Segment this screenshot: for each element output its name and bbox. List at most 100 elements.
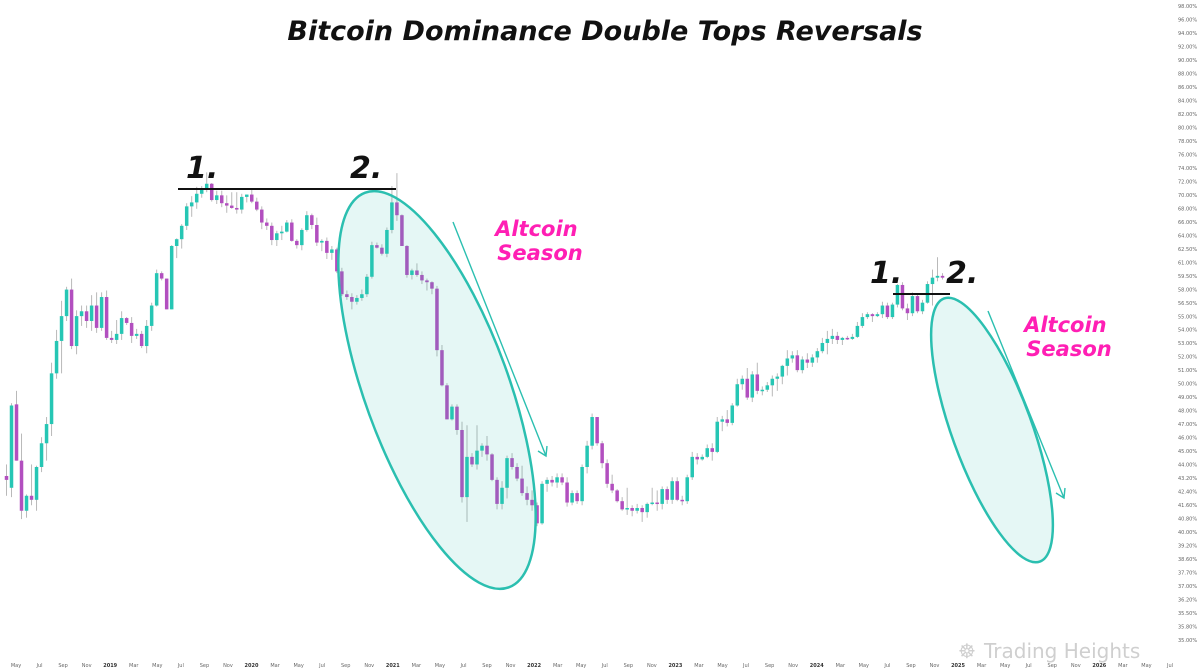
y-tick-label: 56.50% bbox=[1178, 301, 1197, 307]
candle-body bbox=[445, 385, 449, 420]
candle-body bbox=[480, 445, 484, 451]
candle-body bbox=[780, 365, 785, 377]
candle bbox=[560, 473, 564, 486]
candle bbox=[545, 477, 549, 492]
x-tick-label: 2026 bbox=[1092, 663, 1106, 669]
candle-body bbox=[455, 406, 459, 430]
candle bbox=[645, 502, 649, 518]
watermark-text: Trading Heights bbox=[983, 639, 1140, 663]
candle-body bbox=[645, 503, 649, 513]
candle-body bbox=[850, 336, 855, 339]
candle-body bbox=[665, 489, 669, 500]
y-tick-label: 66.00% bbox=[1178, 220, 1197, 226]
x-tick-label: Nov bbox=[647, 663, 657, 669]
candle-body bbox=[490, 454, 494, 480]
candle-body bbox=[139, 333, 144, 347]
candle bbox=[700, 454, 704, 461]
candle bbox=[340, 267, 344, 297]
y-tick-label: 40.00% bbox=[1178, 530, 1197, 536]
candle-body bbox=[725, 419, 730, 423]
candle bbox=[510, 453, 514, 470]
candle bbox=[910, 292, 915, 317]
candle-body bbox=[745, 378, 750, 398]
candle-body bbox=[405, 245, 409, 275]
candle-body bbox=[450, 406, 454, 420]
candle-body bbox=[370, 245, 374, 277]
candle bbox=[760, 386, 765, 396]
candle bbox=[255, 197, 259, 212]
candle-body bbox=[590, 417, 594, 446]
candle bbox=[585, 440, 589, 474]
candle bbox=[79, 305, 84, 326]
candle bbox=[179, 224, 184, 249]
candle-body bbox=[595, 417, 599, 444]
candle bbox=[240, 193, 244, 214]
second-altcoin-season-ellipse bbox=[929, 296, 1055, 564]
candle bbox=[605, 459, 609, 488]
candles-layer bbox=[4, 172, 945, 527]
candle bbox=[450, 404, 454, 421]
candle bbox=[470, 453, 474, 467]
candle-body bbox=[169, 245, 174, 310]
y-tick-label: 37.00% bbox=[1178, 584, 1197, 590]
second-reversal-highlight bbox=[893, 293, 1066, 564]
candle bbox=[740, 375, 745, 390]
candle bbox=[590, 413, 594, 450]
candle-body bbox=[520, 478, 524, 494]
candle-body bbox=[525, 493, 529, 500]
x-tick-label: Sep bbox=[341, 663, 350, 669]
altcoin-season-label-first: Altcoin Season bbox=[493, 217, 585, 265]
candle bbox=[940, 273, 945, 280]
y-tick-label: 44.00% bbox=[1178, 463, 1197, 469]
candle-body bbox=[700, 456, 704, 460]
candle-body bbox=[219, 195, 224, 204]
top-label-1-first: 1. bbox=[186, 151, 218, 186]
candle bbox=[250, 189, 254, 204]
candle bbox=[935, 257, 940, 282]
candle bbox=[54, 329, 59, 379]
candle bbox=[550, 475, 554, 487]
candle bbox=[670, 477, 674, 504]
x-tick-label: 2020 bbox=[245, 663, 259, 669]
candle-body bbox=[24, 495, 29, 511]
x-tick-label: Nov bbox=[788, 663, 798, 669]
candle bbox=[735, 378, 740, 407]
y-tick-label: 42.40% bbox=[1178, 490, 1197, 496]
candle bbox=[925, 281, 930, 304]
y-tick-label: 82.00% bbox=[1178, 112, 1197, 118]
candle bbox=[495, 477, 499, 510]
candle bbox=[420, 271, 424, 285]
candle-body bbox=[144, 325, 149, 347]
x-tick-label: Sep bbox=[765, 663, 774, 669]
candle-body bbox=[790, 355, 795, 359]
y-tick-label: 41.60% bbox=[1178, 503, 1197, 509]
candle-body bbox=[290, 222, 294, 241]
candle bbox=[385, 227, 389, 258]
x-tick-label: 2023 bbox=[668, 663, 682, 669]
candle bbox=[465, 425, 469, 522]
candle bbox=[915, 293, 920, 314]
candle bbox=[695, 453, 699, 465]
candle bbox=[129, 317, 134, 343]
candle bbox=[169, 245, 174, 310]
candle bbox=[214, 190, 219, 204]
candle-body bbox=[495, 479, 499, 504]
candle bbox=[29, 464, 34, 506]
x-tick-label: Jul bbox=[1166, 663, 1173, 669]
candle bbox=[335, 247, 339, 274]
x-tick-label: Sep bbox=[1048, 663, 1057, 669]
y-tick-label: 45.00% bbox=[1178, 449, 1197, 455]
candle-body bbox=[570, 493, 574, 503]
y-tick-label: 64.00% bbox=[1178, 233, 1197, 239]
y-tick-label: 55.00% bbox=[1178, 314, 1197, 320]
candle bbox=[805, 353, 810, 368]
candle bbox=[655, 490, 659, 511]
candle bbox=[745, 367, 750, 400]
y-tick-label: 46.00% bbox=[1178, 436, 1197, 442]
candle bbox=[430, 281, 434, 295]
candle-body bbox=[510, 458, 514, 467]
y-tick-label: 54.00% bbox=[1178, 328, 1197, 334]
candle-body bbox=[194, 193, 199, 203]
candle bbox=[720, 415, 725, 432]
candle-body bbox=[400, 215, 404, 246]
